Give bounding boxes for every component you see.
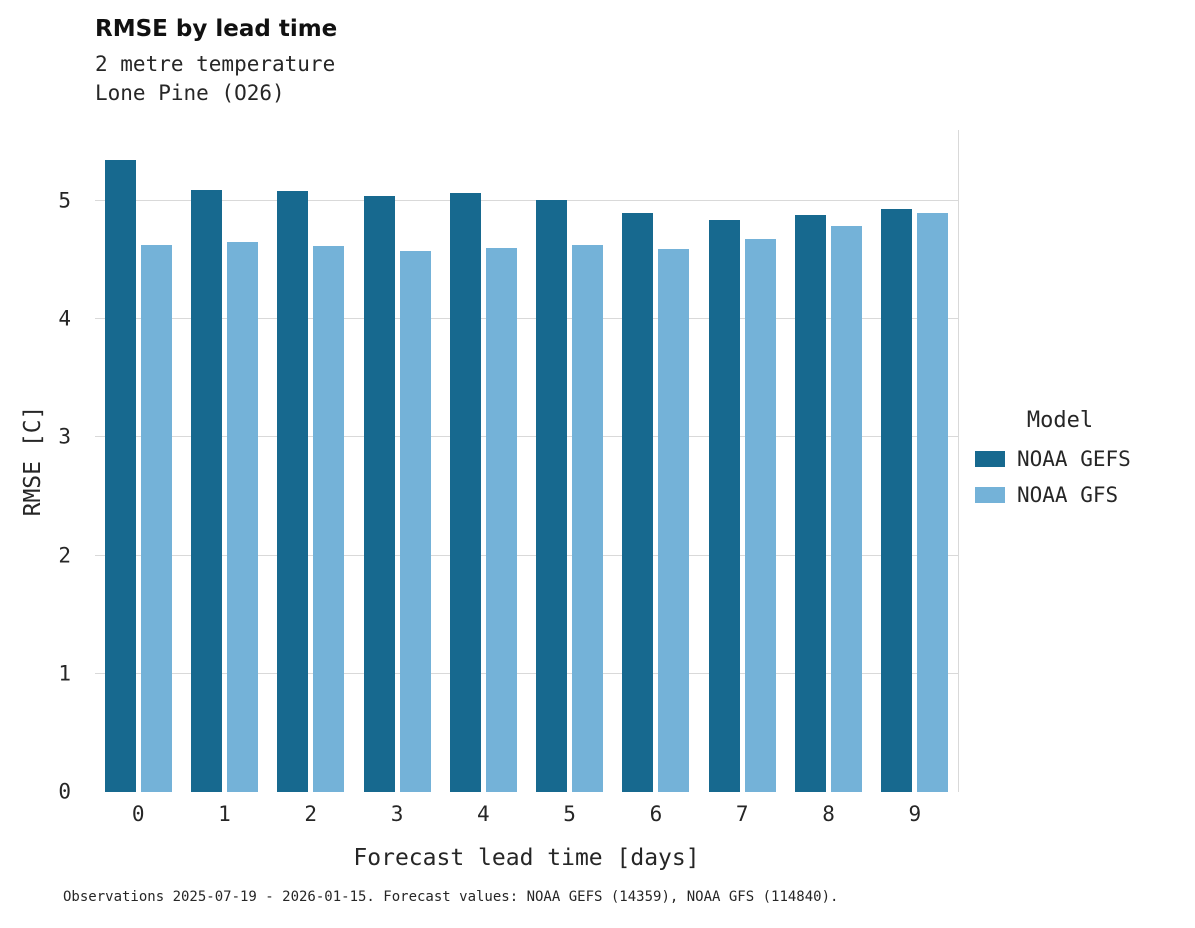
x-tick-label: 8 (822, 802, 835, 826)
bar-group (95, 130, 181, 792)
bar-noaa-gfs (831, 225, 863, 792)
bar-noaa-gefs (708, 219, 740, 792)
gridline (95, 554, 958, 556)
bar-noaa-gefs (449, 192, 481, 792)
bar-group (440, 130, 526, 792)
bar-noaa-gfs (140, 244, 172, 792)
bar-group (354, 130, 440, 792)
x-axis-ticks: 0 1 2 3 4 5 6 7 8 9 (95, 802, 958, 832)
chart-subtitle-station: Lone Pine (O26) (95, 81, 285, 105)
x-axis-label: Forecast lead time [days] (353, 845, 700, 871)
plot-area (95, 130, 959, 792)
bar-noaa-gfs (226, 242, 258, 792)
y-tick-label: 5 (58, 188, 71, 213)
grid-layer (95, 130, 958, 792)
bar-noaa-gefs (622, 212, 654, 792)
x-tick-label: 9 (908, 802, 922, 826)
gridline (95, 436, 958, 438)
x-tick-label: 7 (735, 802, 749, 826)
bar-noaa-gfs (917, 212, 949, 792)
legend-entry: NOAA GFS (975, 483, 1145, 507)
gridline (95, 318, 958, 320)
bar-group (785, 130, 871, 792)
bar-noaa-gefs (190, 190, 222, 792)
gridline (95, 672, 958, 674)
legend-title: Model (1026, 408, 1094, 433)
legend-entry: NOAA GEFS (975, 447, 1145, 471)
x-tick-label: 3 (390, 802, 404, 826)
legend-entry-label: NOAA GEFS (1017, 447, 1131, 471)
bars-layer (95, 130, 958, 792)
bar-noaa-gefs (277, 191, 309, 792)
bar-noaa-gfs (744, 238, 776, 792)
y-tick-label: 3 (58, 424, 71, 449)
chart-title: RMSE by lead time (95, 16, 338, 42)
x-tick-label: 5 (563, 802, 576, 826)
legend-entries: NOAA GEFS NOAA GFS (975, 447, 1145, 507)
bar-noaa-gfs (485, 248, 517, 792)
x-tick-label: 6 (649, 802, 663, 826)
chart-subtitle-variable: 2 metre temperature (95, 52, 336, 76)
bar-noaa-gefs (881, 209, 913, 792)
x-tick-label: 1 (218, 802, 231, 826)
bar-noaa-gefs (363, 196, 395, 792)
bar-group (526, 130, 612, 792)
y-tick-label: 0 (58, 779, 71, 804)
bar-group (613, 130, 699, 792)
bar-noaa-gefs (795, 215, 827, 792)
bar-group (699, 130, 785, 792)
gridline (95, 199, 958, 201)
legend-entry-label: NOAA GFS (1017, 483, 1119, 507)
bar-noaa-gfs (399, 250, 431, 792)
bar-noaa-gfs (658, 249, 690, 792)
caption: Observations 2025-07-19 - 2026-01-15. Fo… (63, 889, 839, 905)
bar-group (268, 130, 354, 792)
legend-swatch (975, 451, 1005, 467)
x-tick-label: 2 (304, 802, 318, 826)
bar-group (872, 130, 958, 792)
x-tick-label: 0 (131, 802, 145, 826)
bar-noaa-gefs (104, 159, 136, 792)
legend-swatch (975, 487, 1005, 503)
y-tick-label: 2 (58, 543, 71, 568)
x-tick-label: 4 (477, 802, 490, 826)
bar-noaa-gefs (536, 199, 568, 792)
y-axis-ticks: 0 1 2 3 4 5 (0, 130, 85, 802)
y-tick-label: 1 (58, 661, 71, 686)
bar-noaa-gfs (572, 244, 604, 792)
bar-noaa-gfs (313, 245, 345, 792)
legend: Model NOAA GEFS NOAA GFS (975, 408, 1145, 519)
y-tick-label: 4 (58, 306, 71, 331)
bar-group (181, 130, 267, 792)
